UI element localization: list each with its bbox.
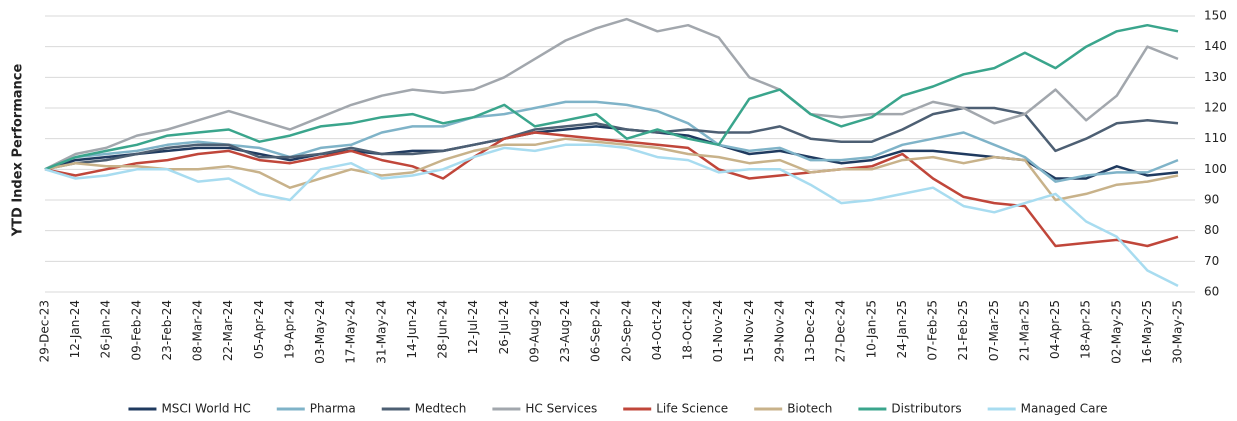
y-tick-label: 90: [1204, 193, 1219, 207]
x-tick-label: 14-Jun-24: [405, 300, 419, 359]
y-tick-label: 60: [1204, 285, 1219, 299]
x-tick-label: 18-Oct-24: [681, 300, 695, 360]
x-tick-label: 12-Jul-24: [466, 300, 480, 354]
x-tick-label: 29-Dec-23: [38, 300, 52, 362]
series-line: [44, 137, 1179, 202]
legend-label: Life Science: [656, 402, 728, 416]
series-line: [44, 23, 1179, 171]
series-line: [44, 17, 1179, 171]
y-tick-label: 130: [1204, 70, 1227, 84]
x-tick-label: 18-Apr-25: [1079, 300, 1093, 359]
x-tick-label: 06-Sep-24: [589, 300, 603, 362]
x-tick-label: 22-Mar-24: [221, 300, 235, 361]
x-tick-label: 13-Dec-24: [803, 300, 817, 362]
y-tick-label: 150: [1204, 9, 1227, 23]
x-tick-label: 26-Jan-24: [99, 300, 113, 358]
legend-label: Distributors: [891, 402, 961, 416]
x-tick-label: 21-Feb-25: [956, 300, 970, 360]
x-tick-label: 31-May-24: [374, 300, 388, 364]
y-tick-label: 140: [1204, 39, 1227, 53]
x-tick-label: 24-Jan-25: [895, 300, 909, 358]
x-tick-label: 29-Nov-24: [772, 300, 786, 362]
series-line: [44, 143, 1179, 288]
legend-label: MSCI World HC: [161, 402, 250, 416]
legend-label: Managed Care: [1021, 402, 1108, 416]
legend-label: Pharma: [310, 402, 356, 416]
y-tick-label: 100: [1204, 162, 1227, 176]
x-tick-label: 09-Aug-24: [527, 300, 541, 362]
x-tick-label: 01-Nov-24: [711, 300, 725, 362]
y-tick-label: 110: [1204, 131, 1227, 145]
x-tick-label: 07-Mar-25: [987, 300, 1001, 361]
x-tick-label: 17-May-24: [344, 300, 358, 364]
y-tick-label: 120: [1204, 101, 1227, 115]
y-tick-label: 70: [1204, 254, 1219, 268]
x-tick-label: 27-Dec-24: [834, 300, 848, 362]
series-line: [44, 100, 1179, 183]
x-tick-label: 21-Mar-25: [1017, 300, 1031, 361]
x-tick-label: 04-Apr-25: [1048, 300, 1062, 359]
x-tick-label: 23-Feb-24: [160, 300, 174, 360]
x-tick-label: 23-Aug-24: [558, 300, 572, 362]
x-tick-label: 12-Jan-24: [68, 300, 82, 358]
x-tick-label: 05-Apr-24: [252, 300, 266, 359]
x-tick-label: 20-Sep-24: [619, 300, 633, 362]
legend-label: Medtech: [415, 402, 467, 416]
x-tick-label: 03-May-24: [313, 300, 327, 364]
x-tick-label: 15-Nov-24: [742, 300, 756, 362]
x-tick-label: 30-May-25: [1171, 300, 1185, 364]
x-tick-label: 10-Jan-25: [864, 300, 878, 358]
x-tick-label: 19-Apr-24: [282, 300, 296, 359]
x-tick-label: 07-Feb-25: [926, 300, 940, 360]
x-tick-label: 28-Jun-24: [436, 300, 450, 359]
x-tick-label: 16-May-25: [1140, 300, 1154, 364]
x-tick-label: 26-Jul-24: [497, 300, 511, 354]
legend-label: HC Services: [525, 402, 597, 416]
y-tick-label: 80: [1204, 223, 1219, 237]
x-tick-label: 08-Mar-24: [191, 300, 205, 361]
series-line: [44, 131, 1179, 248]
y-axis-label: YTD Index Performance: [11, 64, 26, 238]
x-tick-label: 04-Oct-24: [650, 300, 664, 360]
x-tick-label: 09-Feb-24: [129, 300, 143, 360]
x-tick-label: 02-May-25: [1109, 300, 1123, 364]
legend-label: Biotech: [787, 402, 832, 416]
